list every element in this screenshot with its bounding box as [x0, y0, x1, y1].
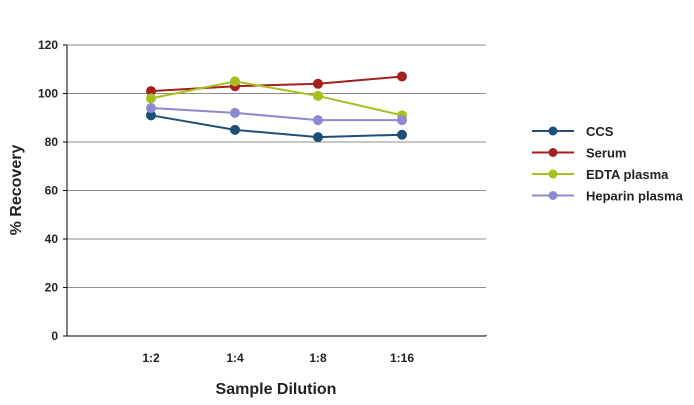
- data-point: [397, 129, 407, 140]
- x-tick-labels: 1:2 1:4 1:8 1:16: [142, 351, 414, 365]
- legend: CCS Serum EDTA plasma Heparin plasma: [532, 124, 684, 204]
- y-tick-label: 0: [51, 329, 58, 343]
- grid-lines: [67, 44, 486, 288]
- series-line: [150, 80, 403, 117]
- legend-label: CCS: [586, 124, 614, 139]
- data-point: [397, 115, 407, 126]
- x-tick-label: 1:4: [226, 351, 244, 365]
- data-point: [230, 107, 240, 118]
- data-point: [313, 90, 323, 101]
- legend-swatch-marker: [548, 148, 558, 157]
- y-tick-label: 80: [45, 135, 59, 149]
- legend-item: CCS: [532, 124, 614, 139]
- x-axis-title: Sample Dilution: [216, 381, 337, 398]
- series-heparin-plasma: [146, 103, 407, 126]
- series-line: [150, 107, 402, 122]
- x-tick-label: 1:8: [309, 351, 327, 365]
- data-point: [230, 76, 240, 87]
- data-point: [230, 124, 240, 135]
- axes: [63, 44, 487, 337]
- series-line: [150, 75, 403, 93]
- legend-label: EDTA plasma: [586, 167, 669, 182]
- x-tick-label: 1:2: [142, 351, 160, 365]
- legend-item: Heparin plasma: [532, 189, 684, 204]
- y-tick-labels: 0 20 40 60 80 100 120: [38, 38, 58, 343]
- series: [146, 71, 407, 143]
- data-point: [313, 132, 323, 143]
- legend-label: Serum: [586, 146, 626, 161]
- data-point: [397, 71, 407, 82]
- y-tick-label: 100: [38, 87, 58, 101]
- legend-item: EDTA plasma: [532, 167, 669, 182]
- legend-swatch-marker: [548, 126, 558, 136]
- y-tick-label: 20: [45, 281, 59, 295]
- legend-item: Serum: [532, 146, 626, 161]
- series-line: [150, 114, 403, 139]
- data-point: [146, 103, 156, 114]
- series-ccs: [146, 110, 407, 143]
- x-tick-label: 1:16: [390, 351, 414, 365]
- legend-label: Heparin plasma: [586, 189, 684, 204]
- data-point: [313, 115, 323, 126]
- y-tick-label: 120: [38, 38, 58, 52]
- y-tick-label: 40: [45, 232, 59, 246]
- y-axis-title: % Recovery: [8, 145, 25, 236]
- legend-swatch-marker: [548, 191, 558, 200]
- legend-swatch-marker: [548, 169, 558, 179]
- series-edta-plasma: [146, 76, 407, 121]
- data-point: [313, 78, 323, 89]
- y-tick-label: 60: [45, 184, 59, 198]
- data-point: [146, 93, 156, 104]
